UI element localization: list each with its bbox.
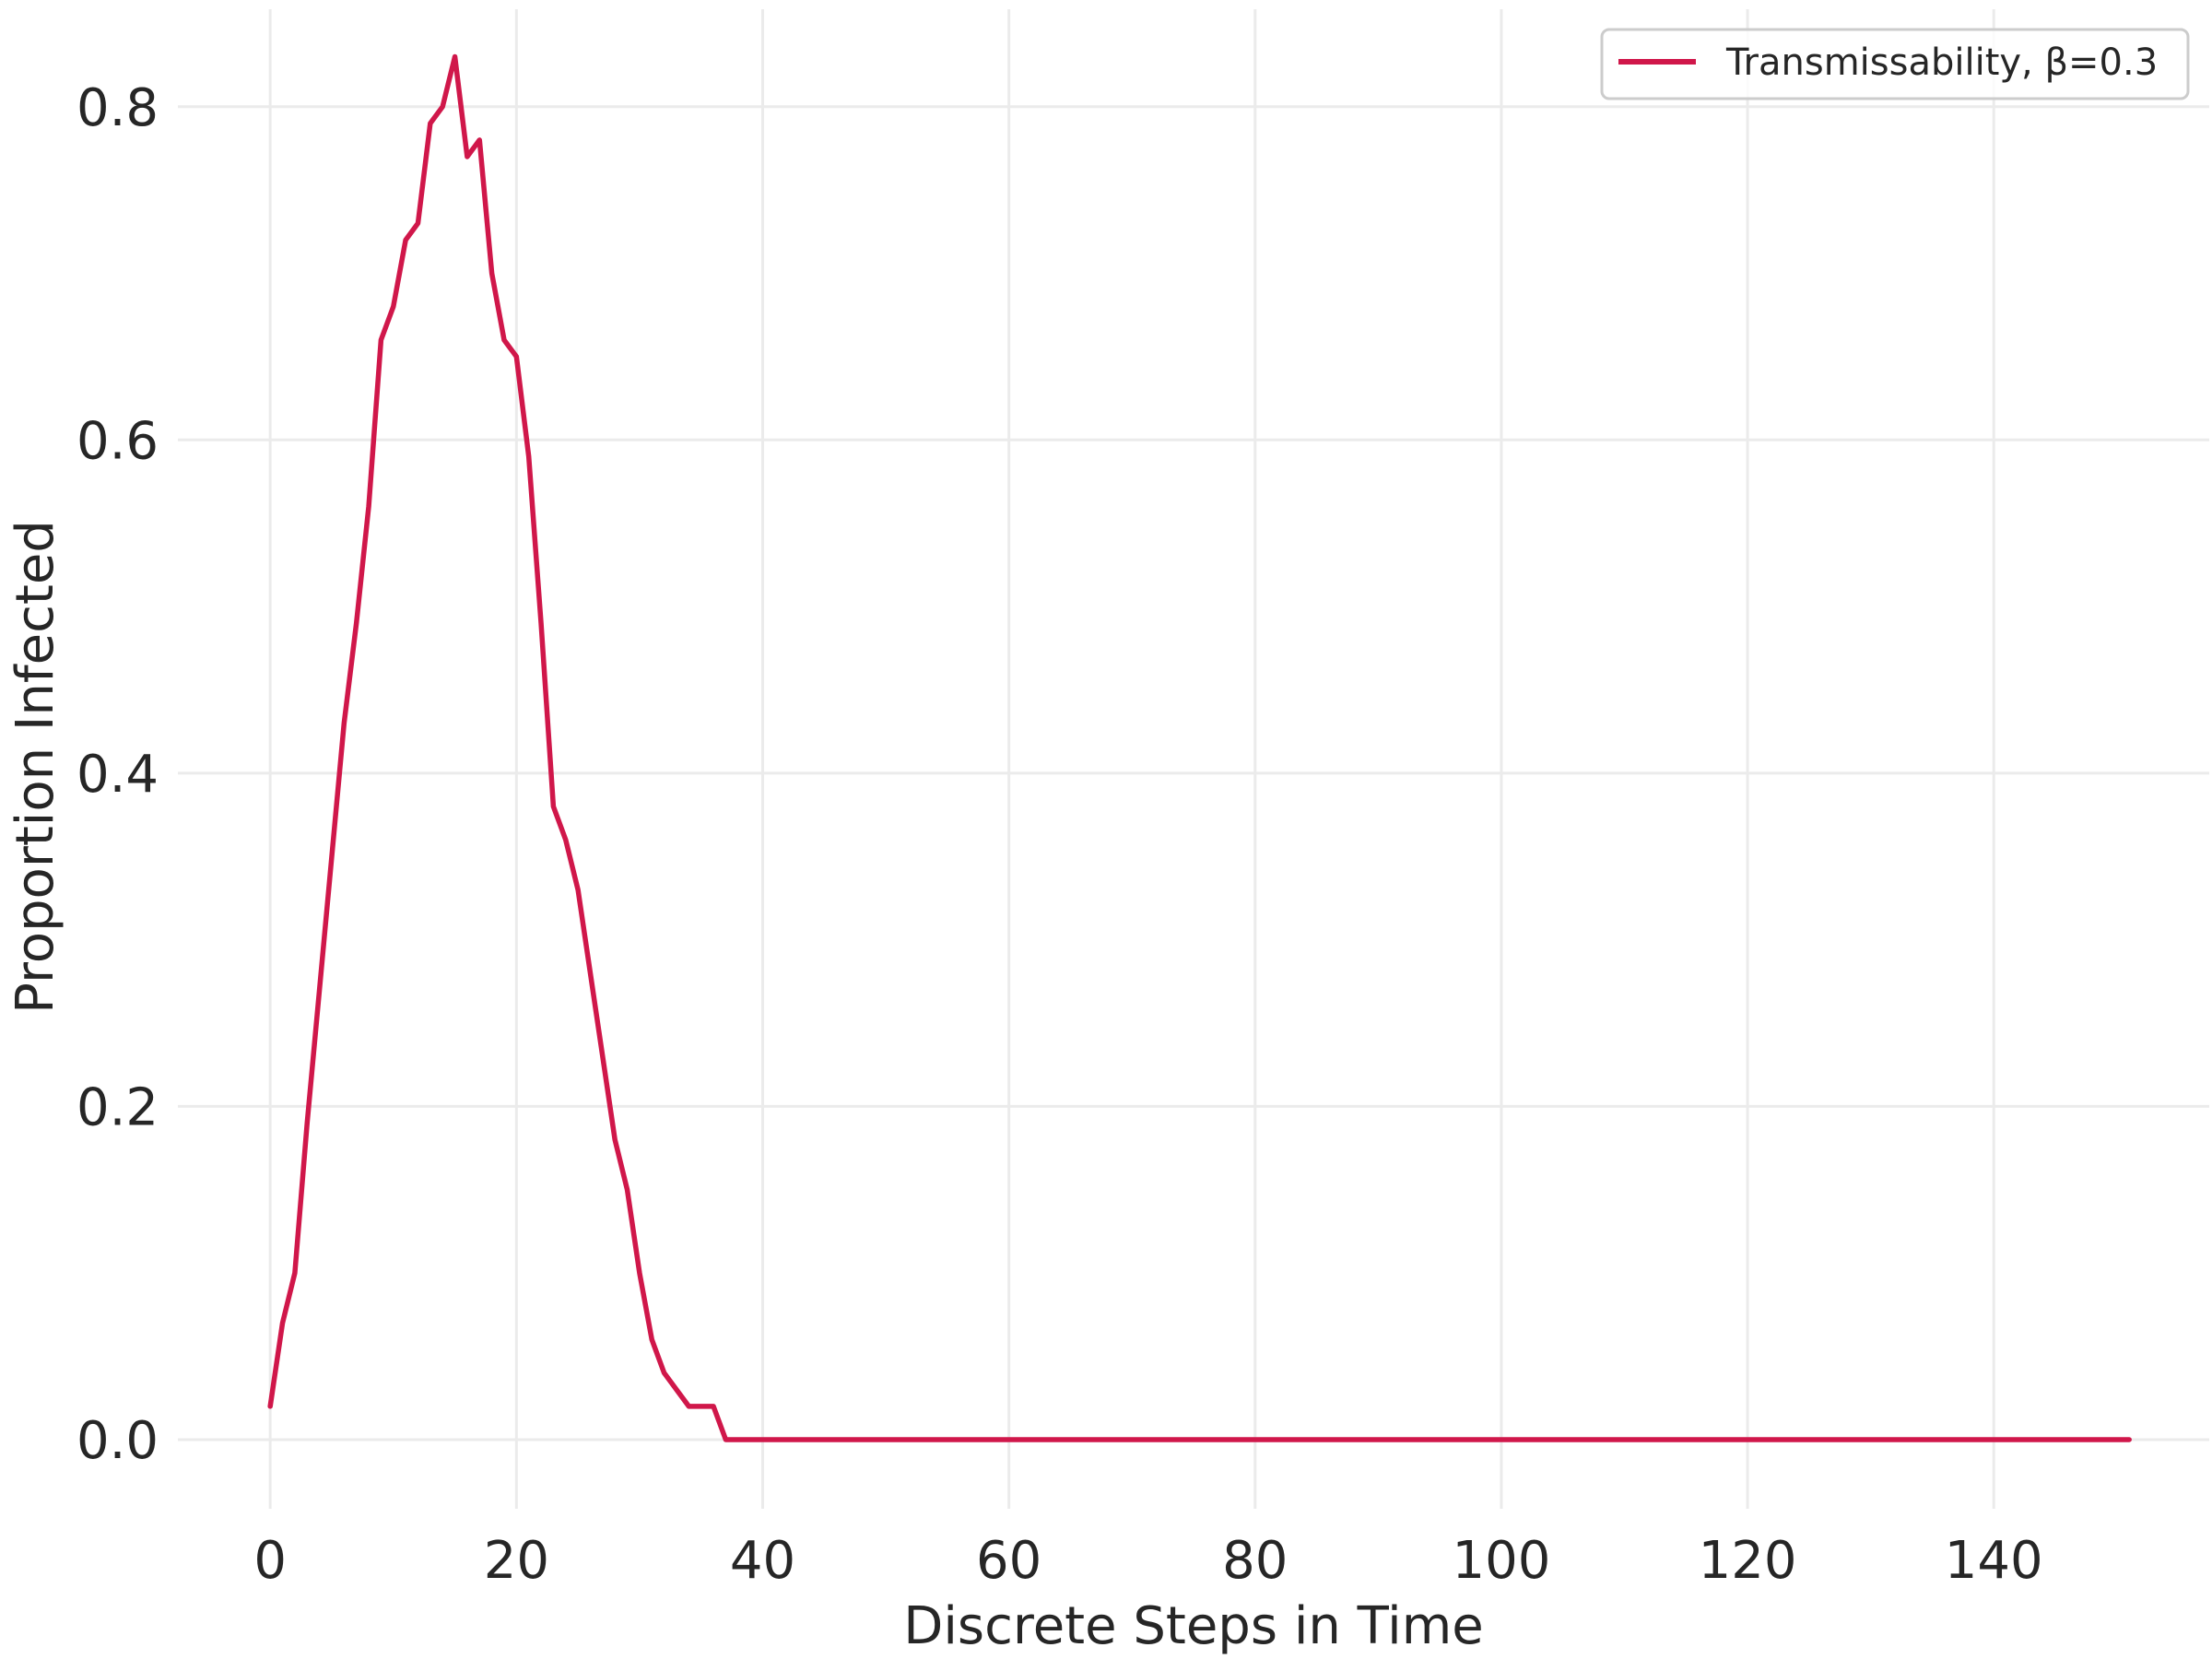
y-axis-ticks: 0.0 0.2 0.4 0.6 0.8 bbox=[76, 78, 159, 1471]
y-tick-label: 0.4 bbox=[76, 745, 159, 805]
y-tick-label: 0.0 bbox=[76, 1411, 159, 1471]
legend-label: Transmissability, β=0.3 bbox=[1725, 41, 2158, 84]
series-line bbox=[267, 53, 2132, 1442]
x-tick-label: 0 bbox=[253, 1531, 287, 1591]
y-tick-label: 0.8 bbox=[76, 78, 159, 138]
legend: Transmissability, β=0.3 bbox=[1600, 28, 2190, 100]
x-tick-label: 120 bbox=[1699, 1531, 1797, 1591]
x-axis-ticks: 0 20 40 60 80 100 120 140 bbox=[253, 1531, 2042, 1591]
x-tick-label: 100 bbox=[1452, 1531, 1550, 1591]
x-tick-label: 140 bbox=[1945, 1531, 2043, 1591]
series-group bbox=[267, 53, 2132, 1442]
x-tick-label: 20 bbox=[484, 1531, 549, 1591]
grid bbox=[178, 9, 2209, 1509]
x-axis-label: Discrete Steps in Time bbox=[903, 1596, 1483, 1656]
x-tick-label: 40 bbox=[730, 1531, 795, 1591]
y-axis-label: Proportion Infected bbox=[6, 520, 65, 1014]
y-tick-label: 0.2 bbox=[76, 1077, 159, 1137]
x-tick-label: 80 bbox=[1222, 1531, 1288, 1591]
y-tick-label: 0.6 bbox=[76, 411, 159, 471]
x-tick-label: 60 bbox=[976, 1531, 1041, 1591]
legend-box bbox=[1600, 28, 2190, 100]
